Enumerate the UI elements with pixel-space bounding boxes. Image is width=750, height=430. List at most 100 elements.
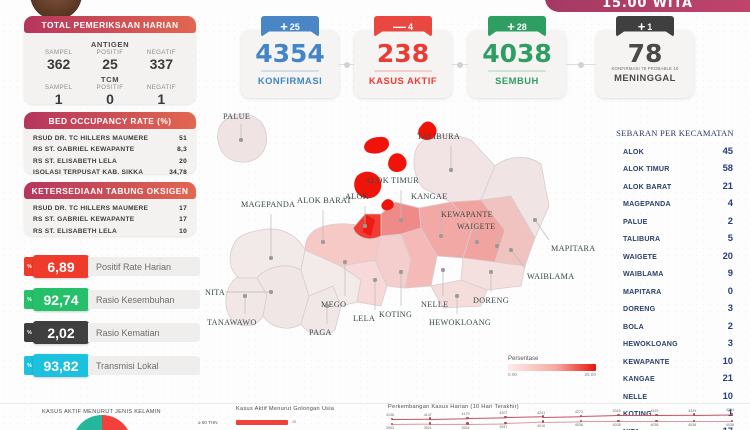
- trend-point: [504, 416, 507, 419]
- kecamatan-value: 0: [727, 284, 733, 296]
- island-hot-3: [364, 136, 389, 154]
- kpi-delta-value: 28: [516, 21, 527, 32]
- ratio-label: Transmisi Lokal: [88, 356, 200, 375]
- trend-point-label-secondary: 3921: [423, 425, 432, 430]
- map-anchor-dot: [449, 168, 453, 172]
- kecamatan-rows: ALOK 45 ALOK TIMUR 58 ALOK BARAT 21 MAGEPANDA 4…: [605, 142, 745, 430]
- bor-value: 20: [179, 157, 187, 165]
- trend-point: [428, 422, 431, 425]
- map-label-palue: PALUE: [223, 112, 251, 121]
- kpi-value: 4354: [255, 39, 325, 68]
- trend-point: [693, 419, 696, 423]
- gender-chart-title: KASUS AKTIF MENURUT JENIS KELAMIN: [42, 409, 161, 415]
- kecamatan-row: PALUE 2: [605, 212, 745, 229]
- trend-point-label: 4329: [688, 408, 697, 413]
- kecamatan-value: 3: [727, 337, 733, 349]
- map-anchor-dot: [321, 240, 325, 244]
- ratio-bar: % 6,89 Positif Rate Harian: [24, 255, 200, 278]
- antigen-row: SAMPEL 362 POSITIF 25 NEGATIF 337: [33, 49, 187, 72]
- tcm-positif-value: 0: [106, 91, 114, 108]
- trend-point: [730, 419, 734, 423]
- antigen-sampel: SAMPEL 362: [33, 49, 84, 72]
- kpi-delta-sign: +: [280, 19, 288, 34]
- kecamatan-name: NELLE: [623, 392, 648, 401]
- map-anchor-dot: [239, 138, 243, 142]
- age-legend-label: ≥ 60 THN: [198, 420, 218, 425]
- kpi-delta-sign: +: [637, 19, 646, 34]
- kecamatan-name: HEWOKLOANG: [623, 340, 678, 349]
- bor-row: RS ST. GABRIEL KEWAPANTE 8,3: [33, 144, 187, 155]
- tcm-negatif: NEGATIF 1: [136, 84, 187, 107]
- oxygen-rows: RSUD DR. TC HILLERS MAUMERE 17 RS ST. GABR…: [24, 199, 196, 243]
- map-anchor-dot: [269, 290, 273, 294]
- kecamatan-name: BOLA: [623, 322, 644, 331]
- tcm-positif-label: POSITIF: [96, 84, 124, 92]
- map-anchor-dot: [269, 256, 273, 260]
- tcm-sampel-label: SAMPEL: [44, 84, 73, 92]
- kecamatan-row: ALOK BARAT 21: [605, 177, 745, 194]
- update-time-label: 15.00 WITA: [602, 0, 693, 11]
- kecamatan-value: 21: [722, 179, 733, 191]
- antigen-negatif-value: 337: [149, 56, 173, 72]
- map-anchor-dot: [325, 304, 329, 308]
- kpi-card-konfirmasi: +25 4354 KONFIRMASI: [241, 16, 339, 98]
- map-label-waigete: WAIGETE: [457, 222, 496, 231]
- oksigen-value: 17: [179, 205, 187, 212]
- ratio-label: Rasio Kesembuhan: [88, 290, 200, 309]
- kecamatan-value: 2: [727, 214, 733, 226]
- legend-scale: 0.00 25.00: [508, 372, 596, 377]
- trend-line-segment: [580, 421, 619, 423]
- ratio-value: 93,82: [33, 354, 89, 377]
- bor-value: 51: [179, 135, 187, 142]
- kecamatan-name: NITA: [623, 426, 640, 430]
- oksigen-row: RSUD DR. TC HILLERS MAUMERE 17: [33, 203, 187, 214]
- map-label-alok: ALOK: [345, 192, 369, 201]
- trend-point: [655, 413, 658, 416]
- ratio-bar: % 93,82 Transmisi Lokal: [24, 354, 200, 377]
- map-leader-lines: [225, 124, 550, 324]
- kpi-delta-badge: +25: [261, 16, 319, 37]
- kecamatan-value: 20: [722, 249, 733, 261]
- ratio-bar: % 2,02 Rasio Kematian: [24, 321, 200, 344]
- map-label-hewokloang: HEWOKLOANG: [429, 318, 492, 327]
- island-hot-1: [354, 171, 382, 199]
- trend-point-label-secondary: 4010: [537, 423, 546, 428]
- trend-line-segment: [694, 413, 733, 416]
- tcm-negatif-value: 1: [157, 91, 166, 108]
- daily-testing-card: TOTAL PEMERIKSAAN HARIAN ANTIGEN SAMPEL …: [24, 16, 196, 107]
- kecamatan-row: ALOK 45: [605, 142, 745, 159]
- kpi-delta-sign: +: [507, 19, 515, 34]
- trend-point: [655, 419, 658, 423]
- bor-name: RS ST. GABRIEL KEWAPANTE: [33, 146, 135, 154]
- kecamatan-value: 10: [722, 389, 733, 401]
- age-chart-title: Kasus Aktif Menurut Golongan Usia: [236, 406, 335, 412]
- kpi-delta-badge: +28: [488, 16, 546, 37]
- map-anchor-dot: [475, 240, 479, 244]
- kecamatan-row: ALOK TIMUR 58: [605, 159, 745, 176]
- kpi-card-sembuh: +28 4038 SEMBUH: [468, 16, 566, 98]
- kecamatan-row: HEWOKLOANG 3: [605, 334, 745, 351]
- oksigen-name: RS ST. ELISABETH LELA: [33, 227, 118, 235]
- kecamatan-value: 2: [727, 319, 733, 331]
- trend-point-label: 4319: [650, 408, 659, 413]
- trend-point-label: 4147: [423, 412, 432, 417]
- trend-point: [617, 419, 620, 423]
- antigen-negatif-label: NEGATIF: [146, 49, 176, 56]
- update-time-badge: 15.00 WITA: [545, 0, 750, 12]
- region-mapitara: [480, 157, 550, 239]
- map-anchor-dot: [455, 294, 459, 298]
- oksigen-name: RSUD DR. TC HILLERS MAUMERE: [33, 205, 149, 212]
- kpi-rule: [488, 70, 546, 72]
- oxygen-header: KETERSEDIAAN TABUNG OKSIGEN: [24, 182, 196, 199]
- tcm-row: SAMPEL 1 POSITIF 0 NEGATIF 1: [33, 84, 187, 107]
- kpi-rule: [261, 70, 319, 72]
- kpi-rule: [374, 70, 432, 72]
- region-bola: [430, 279, 488, 309]
- trend-point: [693, 413, 696, 416]
- oksigen-value: 10: [179, 227, 187, 235]
- trend-point-label-secondary: 4038: [726, 423, 734, 427]
- trend-point-label-secondary: 4038: [574, 423, 583, 427]
- kpi-caption: MENINGGAL: [614, 72, 676, 83]
- map-label-koting: KOTING: [379, 310, 413, 319]
- tcm-sampel: SAMPEL 1: [33, 84, 84, 107]
